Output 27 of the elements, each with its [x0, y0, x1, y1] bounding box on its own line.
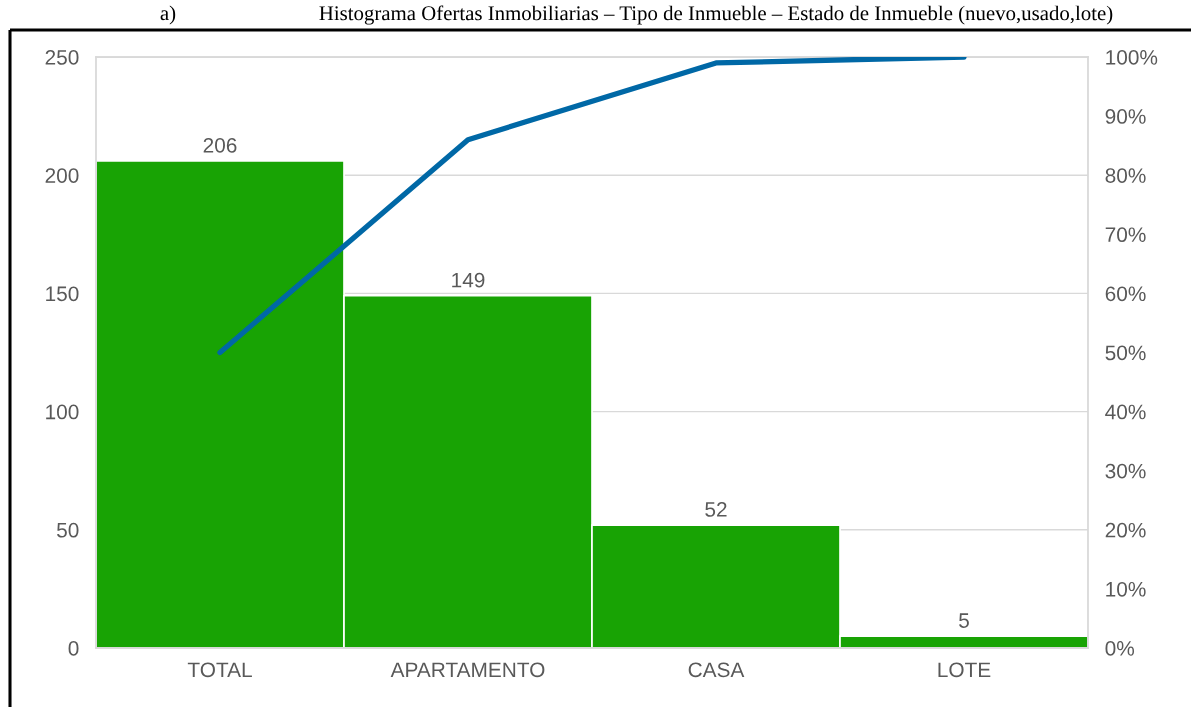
- y-tick-label: 200: [45, 168, 79, 183]
- x-tick-label: LOTE: [938, 662, 991, 678]
- data-label: 206: [203, 137, 237, 153]
- y2-tick-label: 60%: [1105, 286, 1146, 302]
- y2-tick-label: 0%: [1105, 641, 1135, 656]
- y2-tick-label: 90%: [1105, 109, 1146, 124]
- y2-tick-label: 100%: [1106, 50, 1158, 65]
- y-tick-label: 0: [68, 641, 79, 656]
- y2-tick-label: 50%: [1105, 345, 1146, 361]
- x-tick-label: APARTAMENTO: [390, 662, 545, 678]
- y2-tick-label: 70%: [1105, 227, 1146, 243]
- y-tick-label: 100: [46, 404, 79, 420]
- y2-tick-label: 10%: [1106, 581, 1146, 597]
- text: a): [160, 5, 176, 25]
- data-label: 52: [705, 502, 727, 517]
- y2-tick-label: 20%: [1105, 522, 1146, 538]
- data-label: 5: [959, 613, 969, 628]
- y2-tick-label: 30%: [1105, 463, 1146, 479]
- chart-title: Histograma Ofertas Inmobiliarias – Tipo de Inmueble – Estado de Inmueble (nuevo,usado,lote): [319, 5, 1113, 25]
- y2-tick-label: 40%: [1105, 404, 1146, 420]
- y-tick-label: 150: [46, 286, 79, 302]
- x-tick-label: TOTAL: [187, 662, 252, 678]
- data-label: 149: [452, 272, 485, 288]
- y-tick-label: 250: [45, 50, 79, 65]
- y-tick-label: 50: [57, 522, 79, 538]
- x-tick-label: CASA: [688, 662, 745, 678]
- y2-tick-label: 80%: [1105, 168, 1146, 183]
